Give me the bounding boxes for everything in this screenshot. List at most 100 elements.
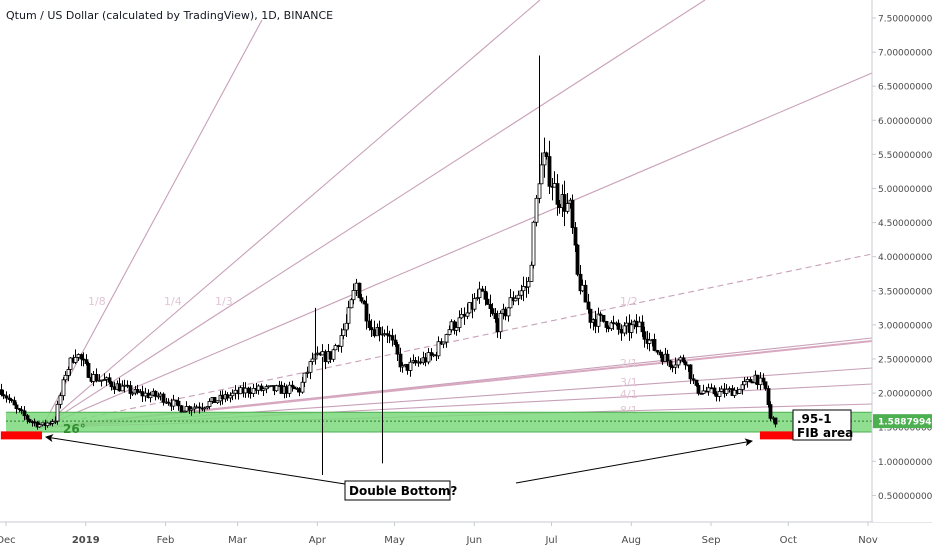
- candle-body: [86, 363, 91, 378]
- double-bottom-box: [344, 480, 451, 501]
- candle-body: [413, 360, 418, 364]
- y-tick-label: 0.50000000: [878, 492, 932, 502]
- candle-body: [382, 333, 387, 336]
- candle-body: [99, 379, 104, 382]
- candle-body: [462, 313, 467, 317]
- candle-body: [493, 313, 498, 320]
- x-tick-label: Jun: [465, 535, 482, 546]
- candle-body: [665, 353, 670, 362]
- candle-body: [467, 302, 472, 314]
- candle-body: [436, 341, 441, 357]
- candle-body: [143, 392, 148, 397]
- candle-body: [104, 377, 109, 380]
- candle-body: [606, 327, 611, 330]
- candle-body: [120, 385, 125, 392]
- candle-body: [248, 392, 253, 394]
- double-bottom-mark: [759, 431, 796, 440]
- candle-body: [287, 384, 292, 394]
- candle-body: [485, 298, 490, 305]
- candle-body: [519, 290, 524, 296]
- candle-body: [50, 421, 55, 424]
- candle-body: [339, 335, 344, 347]
- candle-body: [274, 385, 279, 392]
- y-tick-label: 4.00000000: [878, 253, 932, 263]
- fib-label-line2: FIB area: [797, 426, 853, 440]
- fan-label: 1/4: [164, 295, 182, 308]
- candle-body: [233, 389, 238, 394]
- candle-body: [364, 303, 369, 322]
- fan-label: 1/8: [88, 295, 106, 308]
- candle-body: [447, 329, 452, 335]
- candle-body: [220, 394, 225, 400]
- candle-body: [215, 400, 220, 404]
- x-tick-label: 2019: [72, 535, 100, 546]
- candle-body: [32, 421, 37, 424]
- angle-label: 26°: [63, 422, 86, 436]
- candle-body: [701, 390, 706, 394]
- candle-body: [758, 377, 763, 386]
- candle-body: [742, 381, 747, 386]
- candle-body: [346, 307, 351, 324]
- fan-line-1-2: [41, 72, 873, 428]
- candle-body: [367, 320, 372, 328]
- candle-body: [290, 384, 295, 388]
- candle-body: [94, 374, 99, 382]
- candle-body: [480, 288, 485, 292]
- candle-body: [323, 351, 328, 363]
- candle-body: [719, 388, 724, 392]
- candle-body: [426, 352, 431, 363]
- candle-body: [73, 357, 78, 363]
- candle-body: [552, 183, 557, 188]
- candle-body: [135, 389, 140, 393]
- fan-line-1-4: [41, 0, 541, 428]
- candle-body: [709, 387, 714, 390]
- candle-body: [683, 361, 688, 366]
- candle-body: [640, 321, 645, 333]
- y-tick-label: 3.00000000: [878, 321, 932, 331]
- candle-body: [761, 377, 766, 383]
- candle-body: [37, 424, 42, 428]
- candle-body: [310, 358, 315, 363]
- candle-body: [25, 415, 30, 420]
- fan-label: 1/2: [620, 295, 638, 308]
- candle-body: [598, 313, 603, 316]
- candle-body: [0, 389, 4, 395]
- candle-body: [161, 393, 166, 403]
- candle-body: [266, 385, 271, 388]
- candle-body: [575, 244, 580, 275]
- candle-body: [148, 394, 153, 399]
- candle-body: [668, 360, 673, 368]
- candle-body: [107, 377, 112, 383]
- y-tick-label: 5.50000000: [878, 151, 932, 161]
- candle-body: [279, 384, 284, 394]
- last-price-label: 1.58879943: [878, 418, 932, 428]
- candle-body: [189, 408, 194, 411]
- candle-body: [562, 194, 567, 212]
- candle-body: [539, 164, 544, 185]
- candle-body: [477, 288, 482, 299]
- candle-body: [27, 418, 32, 423]
- y-tick-label: 5.00000000: [878, 185, 932, 195]
- x-tick-label: Feb: [157, 535, 175, 546]
- candle-body: [750, 381, 755, 384]
- candle-body: [768, 404, 773, 419]
- candle-body: [315, 352, 320, 355]
- candle-body: [238, 387, 243, 395]
- candle-body: [359, 297, 364, 302]
- candle-body: [714, 393, 719, 397]
- candle-body: [490, 308, 495, 314]
- candle-body: [362, 300, 367, 305]
- candle-body: [22, 410, 27, 417]
- candle-body: [495, 318, 500, 333]
- candles: [0, 55, 778, 475]
- candle-body: [773, 417, 778, 425]
- candle-body: [344, 322, 349, 331]
- y-tick-label: 7.00000000: [878, 49, 932, 59]
- x-tick-label: Aug: [622, 535, 642, 546]
- fan-label: 3/1: [620, 376, 638, 389]
- candle-body: [387, 334, 392, 337]
- candle-body: [79, 354, 84, 360]
